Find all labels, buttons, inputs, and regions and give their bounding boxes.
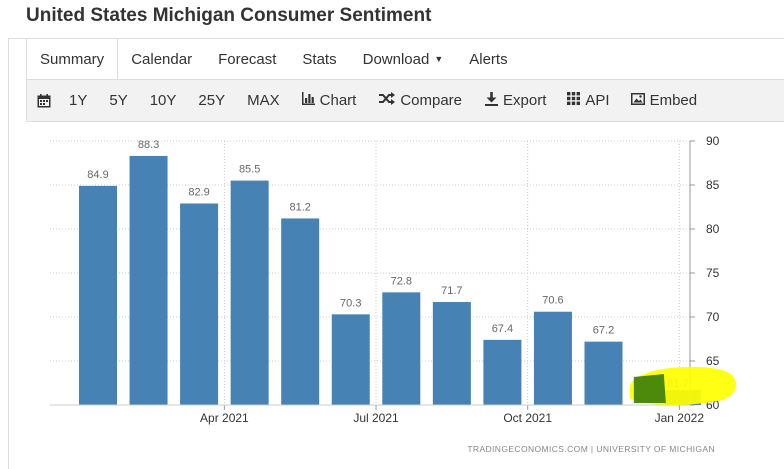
- bar: [230, 180, 269, 405]
- tab-forecast[interactable]: Forecast: [205, 38, 289, 80]
- tab-forecast-label: Forecast: [218, 50, 277, 68]
- bar: [331, 314, 370, 405]
- y-tick-label: 70: [706, 310, 720, 324]
- api-label: API: [585, 92, 610, 109]
- data-label: 84.9: [87, 169, 108, 181]
- embed-label: Embed: [649, 92, 698, 109]
- y-tick-label: 75: [706, 266, 720, 280]
- bar: [79, 185, 117, 405]
- bar: [584, 341, 623, 405]
- image-icon: [630, 92, 645, 109]
- bar-chart-icon: [301, 92, 315, 109]
- compare-label: Compare: [400, 92, 463, 109]
- highlight-overlap: [633, 374, 666, 404]
- bar: [533, 311, 572, 405]
- chart-toolbar: 1Y 5Y 10Y 25Y MAX Chart Compare Export A…: [26, 80, 784, 122]
- data-labels: 84.9 88.3 82.9 85.5 81.2 70.3 72.8 71.7 67.4 70.6…: [87, 139, 688, 390]
- range-5y-button[interactable]: 5Y: [109, 92, 128, 109]
- tab-bar: Summary Calendar Forecast Stats Download…: [26, 38, 784, 81]
- bar: [432, 302, 471, 405]
- caret-down-icon: ▼: [434, 54, 444, 64]
- tab-alerts-label: Alerts: [469, 50, 508, 68]
- x-tick-label: Oct 2021: [503, 411, 552, 425]
- data-label: 70.3: [340, 297, 361, 309]
- api-button[interactable]: API: [567, 92, 610, 109]
- y-tick-label: 65: [706, 354, 720, 368]
- highlight-annotation: [629, 366, 737, 406]
- bar: [483, 339, 522, 405]
- compare-button[interactable]: Compare: [379, 92, 462, 109]
- range-max-button[interactable]: MAX: [247, 92, 280, 109]
- shuffle-icon: [379, 92, 396, 109]
- tabs-divider: [26, 79, 784, 80]
- bar: [129, 155, 168, 405]
- tab-alerts[interactable]: Alerts: [456, 38, 520, 80]
- range-1y-button[interactable]: 1Y: [69, 92, 88, 109]
- y-tick-label: 80: [706, 222, 720, 236]
- data-label: 67.2: [593, 325, 614, 337]
- chart-type-label: Chart: [319, 92, 357, 109]
- y-tick-label: 85: [706, 178, 720, 192]
- tab-stats-label: Stats: [302, 50, 337, 68]
- x-tick-label: Jul 2021: [353, 411, 399, 425]
- data-label: 81.2: [289, 201, 310, 213]
- tab-download[interactable]: Download ▼: [350, 38, 457, 80]
- x-tick-label: Jan 2022: [655, 411, 705, 425]
- embed-button[interactable]: Embed: [630, 92, 698, 109]
- tab-summary[interactable]: Summary: [26, 38, 119, 81]
- export-button[interactable]: Export: [485, 91, 547, 110]
- tab-calendar[interactable]: Calendar: [118, 38, 205, 80]
- grid-icon: [567, 92, 581, 109]
- source-label: TRADINGECONOMICS.COM | UNIVERSITY OF MIC…: [467, 444, 715, 454]
- gridlines: [50, 140, 690, 406]
- x-tick-label: Apr 2021: [200, 411, 249, 425]
- tab-stats[interactable]: Stats: [289, 38, 349, 80]
- chart-type-button[interactable]: Chart: [301, 92, 357, 109]
- data-label: 82.9: [188, 186, 209, 198]
- tab-calendar-label: Calendar: [131, 50, 193, 68]
- data-label: 67.4: [492, 323, 513, 335]
- bars: [79, 155, 701, 405]
- data-label: 71.7: [441, 285, 462, 297]
- export-label: Export: [503, 92, 547, 109]
- range-10y-button[interactable]: 10Y: [149, 92, 177, 109]
- bar: [281, 218, 320, 405]
- bar-chart: 84.9 88.3 82.9 85.5 81.2 70.3 72.8 71.7 67.4 70.6…: [50, 134, 737, 454]
- x-axis: Apr 2021 Jul 2021 Oct 2021 Jan 2022: [50, 404, 705, 425]
- data-label: 70.6: [542, 295, 563, 307]
- tab-summary-label: Summary: [40, 51, 105, 68]
- bar: [382, 292, 421, 405]
- data-label: 85.5: [239, 164, 260, 176]
- tab-download-label: Download: [362, 50, 430, 68]
- range-25y-button[interactable]: 25Y: [198, 92, 226, 109]
- download-icon: [485, 91, 499, 110]
- bar: [180, 203, 219, 405]
- data-label: 72.8: [391, 275, 412, 287]
- page-title: United States Michigan Consumer Sentimen…: [26, 5, 432, 26]
- data-label: 88.3: [138, 139, 159, 151]
- y-tick-label: 90: [706, 134, 720, 148]
- calendar-icon[interactable]: [37, 93, 51, 108]
